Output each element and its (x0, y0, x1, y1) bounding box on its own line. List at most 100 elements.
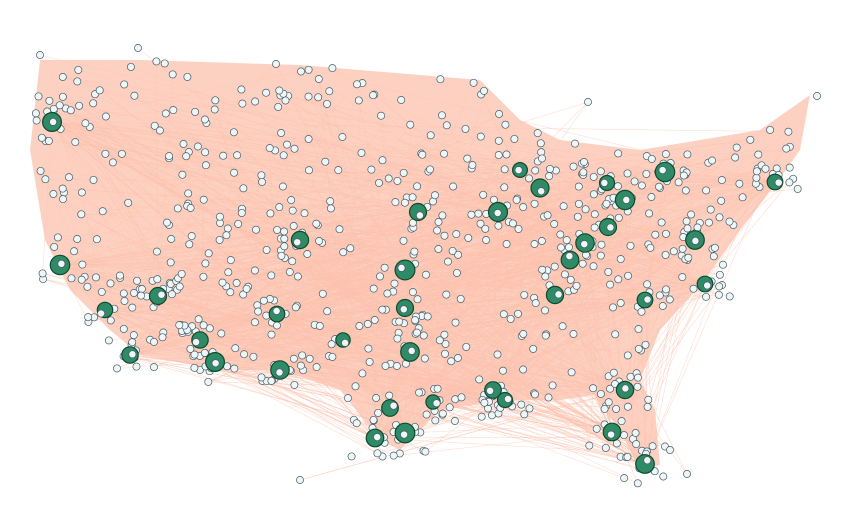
airport-node (97, 287, 106, 296)
airport-node (623, 169, 632, 178)
airport-node (275, 368, 284, 377)
airport-node (651, 230, 660, 239)
airport-node (590, 223, 599, 232)
airport-node (681, 186, 690, 195)
airport-node (280, 227, 289, 236)
airport-node (201, 161, 210, 170)
airport-node (449, 182, 458, 191)
airport-node (369, 91, 378, 100)
airport-node (395, 317, 404, 326)
airport-node (464, 233, 473, 242)
airport-node (467, 210, 476, 219)
airport-node (614, 213, 623, 222)
airport-node (440, 231, 449, 240)
airport-node (774, 178, 783, 187)
airport-node (655, 291, 664, 300)
airport-node (746, 135, 755, 144)
airport-node (296, 476, 304, 484)
airport-node (104, 336, 113, 345)
airport-node (452, 230, 461, 239)
airport-node (691, 236, 700, 245)
airport-node (327, 340, 336, 349)
airport-node (233, 151, 242, 160)
airport-node (277, 251, 286, 260)
airport-node (267, 271, 276, 280)
airport-node (314, 75, 323, 83)
airport-node (715, 282, 724, 291)
airport-node (678, 273, 687, 282)
airport-node (634, 344, 643, 353)
airport-node (646, 243, 655, 252)
airport-node (389, 401, 398, 410)
airport-node (288, 257, 297, 266)
airport-node (510, 134, 519, 143)
airport-node (77, 275, 86, 284)
airport-node (280, 234, 289, 243)
airport-node (643, 456, 652, 465)
airport-node (445, 403, 454, 412)
airport-node (514, 224, 523, 233)
airport-node (265, 144, 274, 153)
airport-node (554, 290, 563, 299)
airport-node (328, 64, 337, 73)
node-layer (31, 44, 821, 488)
airport-node (658, 166, 667, 175)
airport-node (566, 275, 575, 284)
airport-node (766, 125, 775, 134)
airport-node (655, 182, 663, 191)
airport-node (150, 337, 158, 346)
airport-node (55, 101, 64, 110)
airport-node (488, 411, 496, 420)
airport-node (137, 291, 145, 300)
airport-node (373, 433, 382, 442)
airport-node (684, 253, 693, 262)
airport-node (267, 330, 276, 339)
airport-node (661, 150, 670, 159)
airport-node (562, 236, 571, 245)
airport-node (95, 86, 104, 95)
airport-node (129, 331, 138, 340)
airport-node (433, 226, 442, 235)
airport-node (601, 443, 610, 452)
airport-node (643, 402, 652, 411)
airport-node (616, 299, 625, 307)
airport-node (165, 152, 174, 161)
airport-node (590, 210, 599, 219)
airport-node (229, 128, 238, 137)
airport-node (500, 183, 509, 192)
airport-node (431, 191, 439, 200)
airport-node (683, 470, 691, 478)
airport-node (106, 316, 115, 325)
airport-node (133, 276, 141, 285)
airport-node (495, 110, 504, 118)
airport-node (596, 167, 605, 176)
airport-node (130, 289, 138, 297)
airport-node (589, 384, 598, 393)
airport-node (92, 273, 100, 282)
airport-node (637, 307, 646, 316)
airport-node (438, 111, 446, 120)
airport-node (199, 321, 208, 330)
airport-node (364, 344, 373, 353)
airport-node (399, 236, 408, 245)
airport-node (215, 235, 224, 244)
airport-node (36, 51, 44, 59)
airport-node (454, 250, 463, 259)
airport-node (152, 247, 161, 256)
airport-node (550, 262, 559, 271)
airport-node (101, 112, 110, 121)
airport-node (662, 229, 670, 238)
airport-node (374, 408, 383, 417)
airport-node (520, 290, 529, 299)
airport-node (683, 224, 692, 233)
flow-mass (30, 60, 810, 470)
airport-node (132, 362, 141, 371)
airport-node (117, 149, 126, 158)
airport-node (278, 182, 287, 191)
airport-node (41, 175, 50, 184)
airport-node (559, 202, 568, 211)
airport-node (589, 262, 598, 271)
airport-node (283, 140, 291, 149)
airport-node (705, 218, 713, 227)
airport-node (486, 386, 495, 395)
